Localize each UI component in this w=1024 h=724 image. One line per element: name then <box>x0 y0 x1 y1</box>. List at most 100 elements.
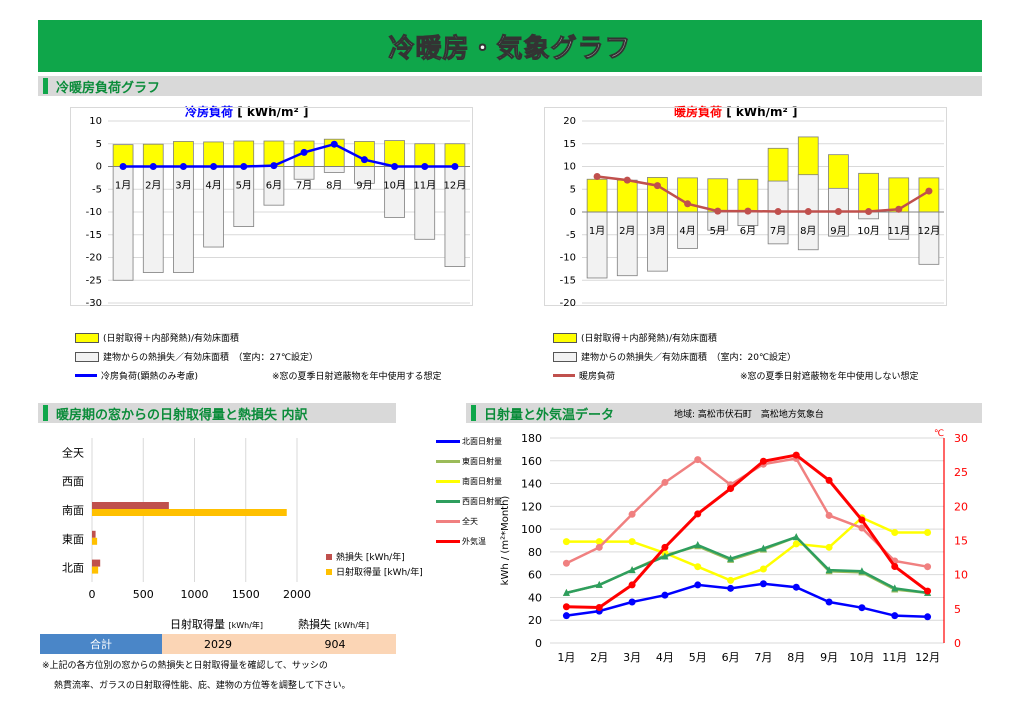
section-marker <box>43 405 48 421</box>
section-load-title: 冷暖房負荷グラフ <box>56 80 161 96</box>
series-point <box>694 510 702 518</box>
series-point <box>891 562 899 570</box>
legend-label: 東面日射量 <box>462 457 502 466</box>
x-tick-label: 4月 <box>205 180 221 192</box>
section-weather-title: 日射量と外気温データ <box>484 407 615 423</box>
y-tick-label: 10 <box>89 116 102 127</box>
y-tick-label: 40 <box>528 591 542 604</box>
heating-chart-title: 暖房負荷 [ kWh/m² ] <box>674 103 797 120</box>
series-point <box>694 581 702 589</box>
heating-title-unit: [ kWh/m² ] <box>726 105 798 119</box>
legend-label: 日射取得量 [kWh/年] <box>336 568 423 578</box>
legend-swatch <box>326 553 332 560</box>
legend-swatch <box>553 374 575 377</box>
series-point <box>858 524 866 532</box>
load-point <box>119 163 127 170</box>
totals-loss-label: 熱損失 <box>298 618 331 631</box>
legend-label: 全天 <box>462 517 478 526</box>
legend-swatch <box>436 520 460 523</box>
series-point <box>759 580 767 588</box>
x-tick-label: 9月 <box>830 225 846 237</box>
series-point <box>858 567 866 575</box>
series-point <box>727 576 735 584</box>
load-point <box>451 163 459 170</box>
series-line <box>566 535 928 595</box>
series-point <box>792 583 800 591</box>
y-tick-label: -20 <box>86 253 102 264</box>
series-point <box>792 451 800 459</box>
loss-bar <box>203 166 224 248</box>
series-point <box>595 603 603 611</box>
y-tick-label: -10 <box>86 207 102 218</box>
section-marker <box>43 78 48 94</box>
chart-border <box>70 107 473 306</box>
x-tick-label: 6月 <box>722 651 740 664</box>
series-point <box>595 580 603 588</box>
series-point <box>727 554 735 562</box>
load-point <box>684 200 692 208</box>
x-tick-label: 2月 <box>590 651 608 664</box>
cooling-chart: 冷房負荷 [ kWh/m² ] -30 -25 -20 -15 -10 -5 0 5 10 1月 2… <box>70 105 474 307</box>
x-tick-label: 2月 <box>145 180 161 192</box>
y-tick-label: 5 <box>96 139 102 150</box>
weather-legend-item: 北面日射量 <box>436 436 502 447</box>
loss-bar <box>293 166 315 180</box>
x-tick-label: 11月 <box>887 225 910 237</box>
series-point <box>891 529 899 537</box>
load-point <box>391 163 399 170</box>
legend-swatch <box>436 440 460 443</box>
legend-label: (日射取得＋内部発熱)/有効床面積 <box>103 334 240 344</box>
x-tick-label: 3月 <box>175 180 191 192</box>
x-tick-label: 8月 <box>800 225 816 237</box>
gain-bar <box>92 566 99 574</box>
load-point <box>179 163 187 170</box>
y2-tick-label: 0 <box>954 637 961 650</box>
cooling-legend-loss: 建物からの熱損失／有効床面積 （室内：27℃設定） <box>75 350 318 363</box>
y-tick-label: 西面 <box>62 475 84 488</box>
y-tick-label: -5 <box>92 184 102 195</box>
legend-label: 建物からの熱損失／有効床面積 （室内：20℃設定） <box>581 353 797 363</box>
footnote-line-2: 熱貫流率、ガラスの日射取得性能、庇、建物の方位等を調整して下さい。 <box>54 681 351 691</box>
series-point <box>595 543 603 551</box>
totals-gain-header: 日射取得量 [kWh/年] <box>170 616 263 632</box>
loss-bar <box>647 211 668 272</box>
x-tick-label: 1月 <box>589 225 605 237</box>
y-tick-label: -30 <box>86 298 102 307</box>
y-tick-label: -20 <box>560 298 576 307</box>
x-tick-label: 8月 <box>326 180 342 192</box>
x-tick-label: 9月 <box>820 651 838 664</box>
cooling-title-main: 冷房負荷 <box>185 105 234 119</box>
legend-swatch <box>553 351 577 362</box>
legend-label: 暖房負荷 <box>579 372 616 382</box>
load-line <box>123 142 455 168</box>
y-tick-label: 120 <box>521 500 542 513</box>
series-point <box>562 588 570 596</box>
legend-swatch <box>75 332 99 343</box>
series-point <box>628 581 636 589</box>
loss-bar <box>384 166 405 218</box>
loss-bar <box>92 502 169 509</box>
series-point <box>562 559 570 567</box>
gain-bar <box>173 141 194 167</box>
legend-label: 外気温 <box>462 537 486 546</box>
load-point <box>330 140 338 148</box>
loss-bar <box>233 166 255 227</box>
series-point <box>924 563 932 571</box>
load-point <box>925 187 933 195</box>
x-tick-label: 12月 <box>444 180 467 192</box>
load-point <box>360 156 368 164</box>
y-tick-label: 180 <box>521 432 542 445</box>
cooling-note: ※窓の夏季日射遮蔽物を年中使用する想定 <box>272 372 442 382</box>
legend-swatch <box>436 460 460 463</box>
loss-bar <box>586 211 608 279</box>
window-legend-gain: 日射取得量 [kWh/年] <box>326 565 423 578</box>
x-tick-label: 3月 <box>623 651 641 664</box>
totals-gain-unit: [kWh/年] <box>228 621 264 630</box>
series-point <box>562 603 570 611</box>
load-point <box>774 208 782 216</box>
series-point <box>825 476 833 484</box>
legend-label: (日射取得＋内部発熱)/有効床面積 <box>581 334 718 344</box>
y2-tick-label: 10 <box>954 569 968 582</box>
totals-loss-header: 熱損失 [kWh/年] <box>298 616 369 632</box>
loss-bar <box>918 211 940 265</box>
